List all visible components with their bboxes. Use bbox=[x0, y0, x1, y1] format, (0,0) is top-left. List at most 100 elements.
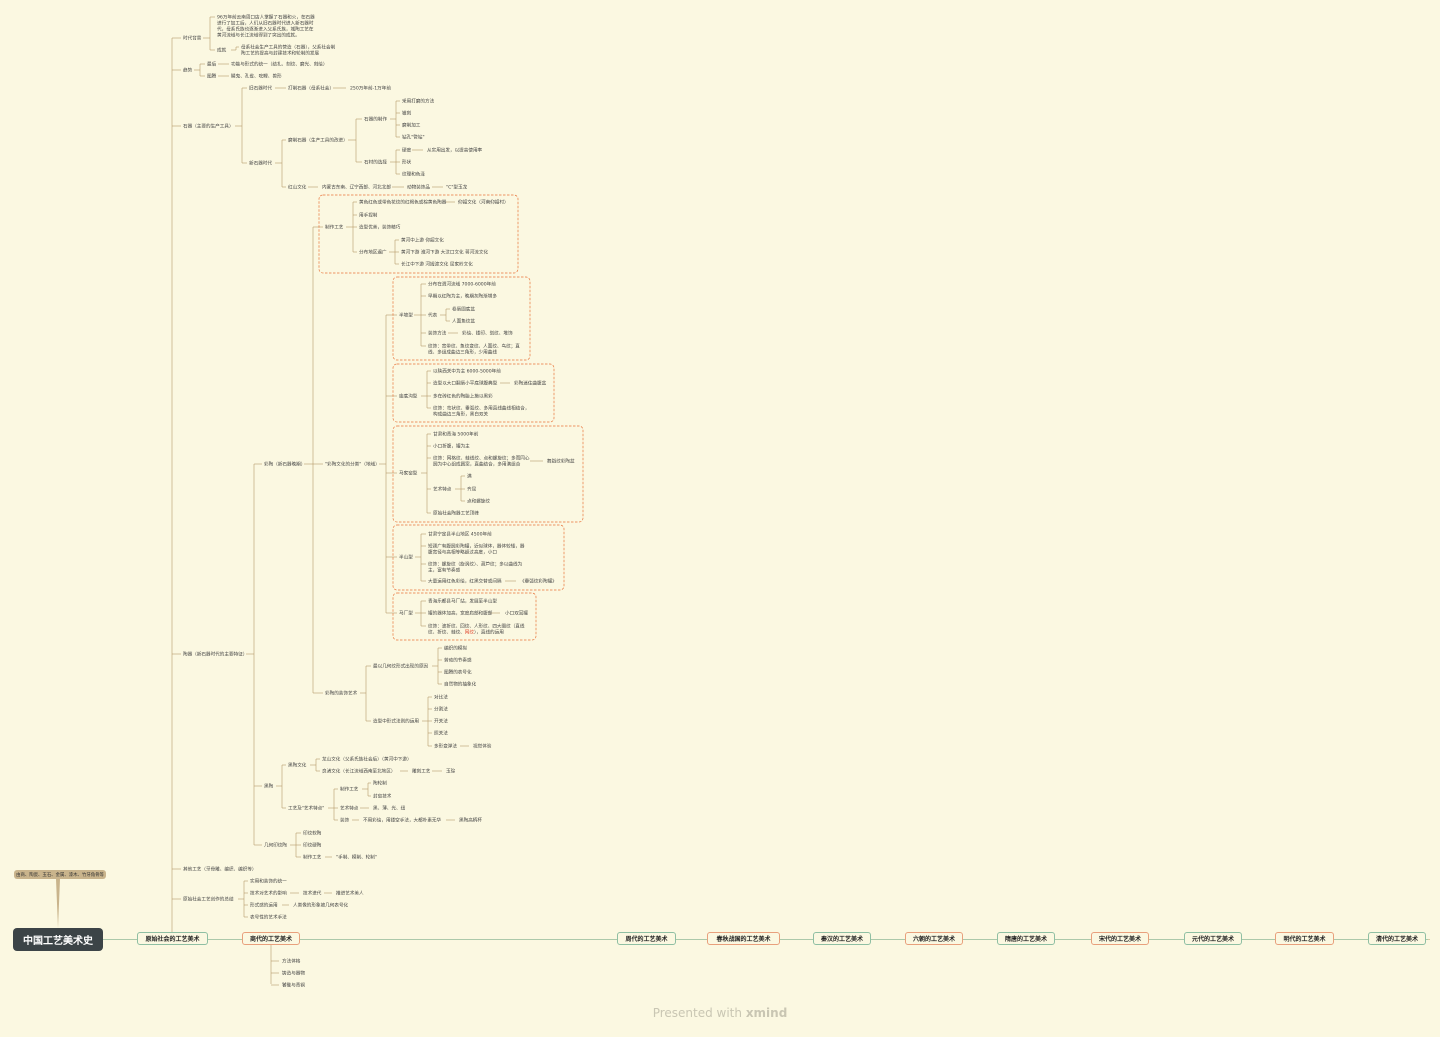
topic-banpo[interactable]: 半坡型 bbox=[399, 312, 413, 319]
era-topic-3[interactable]: 春秋战国的工艺美术 bbox=[707, 932, 780, 945]
topic-mo2[interactable]: 分割法 bbox=[434, 706, 448, 713]
topic-taoqi[interactable]: 陶器（新石器时代的主要特征） bbox=[183, 651, 247, 658]
topic-culture-cls[interactable]: "彩陶文化的分类"（地域） bbox=[325, 461, 380, 468]
topic-stone-sel[interactable]: 石材的选择 bbox=[364, 159, 387, 166]
topic-mo5a[interactable]: 视觉体验 bbox=[473, 743, 492, 750]
topic-mj3a[interactable]: 纹饰：网格纹、蛙线纹、点和螺旋纹；多而同心 bbox=[433, 455, 530, 462]
topic-mj2[interactable]: 小口折腹，罐为主 bbox=[433, 443, 470, 450]
topic-heitao[interactable]: 黑陶 bbox=[264, 783, 274, 790]
topic-mj5[interactable]: 原始社会陶器工艺顶峰 bbox=[433, 510, 479, 517]
topic-mo1[interactable]: 对比法 bbox=[434, 694, 448, 701]
topic-ht-c2b[interactable]: 玉琮 bbox=[446, 768, 456, 775]
topic-make-craft[interactable]: 制作工艺 bbox=[325, 224, 344, 231]
topic-bp4a[interactable]: 彩绘、镂印、划纹、堆饰 bbox=[462, 330, 513, 337]
era-topic-10[interactable]: 清代的工艺美术 bbox=[1368, 932, 1426, 945]
topic-sum3[interactable]: 形式感的运用 bbox=[250, 902, 278, 909]
topic-ht-c1[interactable]: 龙山文化（父系氏族社会后）（黄河中下游） bbox=[322, 756, 412, 763]
topic-achieve-2[interactable]: 陶工艺的提高与封建技术和轮制的发展 bbox=[241, 50, 320, 57]
topic-mj4a[interactable]: 满 bbox=[467, 473, 472, 480]
topic-caitao[interactable]: 彩陶（新石器晚期） bbox=[264, 461, 305, 468]
topic-mc1[interactable]: 黄色红色或带色花纹的红褐色或棕黄色陶器 bbox=[359, 199, 447, 206]
topic-trend-a1[interactable]: 功能与形式的统一（结扎、刻纹、磨光、刻绘） bbox=[231, 61, 327, 68]
topic-timeline-2[interactable]: 进行了加工后，人们从旧石器时代进入新石器时 bbox=[217, 20, 314, 27]
topic-miaodigou[interactable]: 庙底沟型 bbox=[399, 393, 418, 400]
shang-subtopic-2[interactable]: 饕餮与青铜 bbox=[282, 982, 305, 989]
topic-ht-a2[interactable]: 艺术特点 bbox=[340, 805, 359, 812]
topic-mc4b[interactable]: 黄河下游 淮河下游 大汶口文化 蒋河流文化 bbox=[401, 249, 488, 256]
topic-timeline-4[interactable]: 黄河流域与长江流域得到了突出的成就。 bbox=[217, 32, 300, 39]
topic-machang[interactable]: 马厂型 bbox=[399, 610, 413, 617]
era-topic-8[interactable]: 元代的工艺美术 bbox=[1184, 932, 1242, 945]
topic-banshan[interactable]: 半山型 bbox=[399, 554, 413, 561]
era-topic-7[interactable]: 宋代的工艺美术 bbox=[1091, 932, 1149, 945]
topic-ss1a[interactable]: 从实用出发，以提高使用率 bbox=[427, 147, 483, 154]
topic-mj4c[interactable]: 点和螺旋纹 bbox=[467, 498, 490, 505]
topic-bp3a[interactable]: 卷唇圜底盆 bbox=[452, 306, 475, 313]
topic-mc4[interactable]: 分布地区遍广 bbox=[359, 249, 387, 256]
topic-mo3[interactable]: 开关法 bbox=[434, 718, 448, 725]
topic-trend-b[interactable]: 图腾 bbox=[207, 73, 217, 80]
topic-ht-c2a[interactable]: 雕刻工艺 bbox=[412, 768, 431, 775]
topic-decor[interactable]: 彩陶的装饰艺术 bbox=[325, 690, 358, 697]
topic-motif[interactable]: 造型中形式法则的运用 bbox=[373, 718, 419, 725]
topic-sm4[interactable]: 钻孔"管钻" bbox=[402, 134, 425, 141]
topic-ht-a3[interactable]: 装饰 bbox=[340, 817, 350, 824]
topic-mo4[interactable]: 照关法 bbox=[434, 730, 448, 737]
topic-ht-a1a[interactable]: 陶轮制 bbox=[373, 780, 387, 787]
topic-sum2b[interactable]: 推进艺术美人 bbox=[336, 890, 364, 897]
topic-mc-3a[interactable]: 纹饰：波折纹、回纹、人形纹、四大圈纹（直线 bbox=[428, 623, 525, 630]
topic-stone-make[interactable]: 石器的制作 bbox=[364, 116, 387, 123]
topic-sum2[interactable]: 技术对艺术的影响 bbox=[250, 890, 287, 897]
topic-summary[interactable]: 原始社会工艺创作的总结 bbox=[183, 896, 234, 903]
topic-mo5[interactable]: 多形变弹法 bbox=[434, 743, 457, 750]
topic-mc1a[interactable]: 仰韶文化（河南仰韶村） bbox=[458, 199, 509, 206]
topic-neo[interactable]: 新石器时代 bbox=[249, 160, 272, 167]
era-topic-2[interactable]: 周代的工艺美术 bbox=[617, 932, 676, 945]
topic-mc-2[interactable]: 罐的器体加高，宽度肩部和腹部 bbox=[428, 610, 493, 617]
topic-bs3b[interactable]: 主，富有节奏感 bbox=[428, 567, 461, 574]
topic-sec-stone[interactable]: 石器（主要的生产工具） bbox=[183, 123, 234, 130]
topic-timeline-3[interactable]: 代，母系氏族也逐渐进入父系氏族，城陶工艺在 bbox=[217, 26, 314, 33]
topic-sec-trend[interactable]: 趋势 bbox=[183, 67, 193, 74]
topic-bs3a[interactable]: 纹饰：螺旋纹（旋涡纹）、葫芦纹；多以曲线为 bbox=[428, 561, 523, 568]
topic-yw2[interactable]: 印纹硬陶 bbox=[303, 842, 322, 849]
topic-sum4[interactable]: 表号性的艺术手法 bbox=[250, 914, 287, 921]
topic-mc2[interactable]: 用手捏制 bbox=[359, 212, 378, 219]
topic-sec-timeline[interactable]: 时代背景 bbox=[183, 35, 202, 42]
topic-polished[interactable]: 磨制石器（生产工具的改进） bbox=[288, 137, 348, 144]
topic-mc3[interactable]: 造型优美，装饰精巧 bbox=[359, 224, 401, 231]
topic-majiayao[interactable]: 马家窑型 bbox=[399, 470, 418, 477]
topic-bp1[interactable]: 分布在渭河流域 7000-6000年前 bbox=[428, 281, 496, 288]
topic-achieve-1[interactable]: 母系社会生产工具的营造（石器），父系社会制 bbox=[241, 44, 336, 51]
topic-geo4[interactable]: 自然物的抽象化 bbox=[444, 681, 477, 688]
topic-mj3b[interactable]: 圆为中心组成圆案，直曲结合，多用满组合 bbox=[433, 461, 521, 468]
root-note-badge[interactable]: 由商、陶瓷、玉石、金属、漆木、竹牙角骨等 bbox=[14, 870, 106, 879]
topic-mj3c[interactable]: 舞蹈纹彩陶盆 bbox=[547, 458, 575, 465]
topic-geo1[interactable]: 编织的模拟 bbox=[444, 645, 467, 652]
topic-bs2a[interactable]: 短颈广有腹圆彩陶罐，近似球体，器体较矮，器 bbox=[428, 543, 525, 550]
topic-md4b[interactable]: 构成曲边三角形，黑白双关 bbox=[433, 411, 489, 418]
topic-bs2b[interactable]: 腹宽径与高相等略超过高度，小口 bbox=[428, 549, 497, 556]
topic-mj4b[interactable]: 齐屈 bbox=[467, 486, 477, 493]
root-topic[interactable]: 中国工艺美术史 bbox=[13, 928, 103, 951]
topic-sum3a[interactable]: 人类像的形象被几何表号化 bbox=[293, 902, 349, 909]
topic-hs1[interactable]: 内蒙古东南、辽宁西部、河北北部 bbox=[322, 184, 391, 191]
topic-hs3[interactable]: "C"型玉龙 bbox=[446, 184, 468, 191]
topic-ht-cult[interactable]: 黑陶文化 bbox=[288, 762, 307, 769]
topic-ht-c2[interactable]: 良渚文化（长江流域西南至北地区） bbox=[322, 768, 396, 775]
topic-bp5b[interactable]: 线、多组成曲边三角形，少用曲线 bbox=[428, 349, 497, 356]
topic-ht-a3a[interactable]: 不用彩绘，用镂空手法，大都朴素无华 bbox=[363, 817, 442, 824]
topic-ht-art[interactable]: 工艺及"艺术特点" bbox=[288, 805, 324, 812]
topic-ht-a2a[interactable]: 黑、薄、光、纽 bbox=[373, 805, 406, 812]
topic-yw1[interactable]: 印纹软陶 bbox=[303, 830, 322, 837]
era-topic-9[interactable]: 明代的工艺美术 bbox=[1275, 932, 1334, 945]
topic-ss3[interactable]: 纹理和色泽 bbox=[402, 171, 425, 178]
topic-other[interactable]: 其他工艺（牙骨雕、编织、编织等） bbox=[183, 866, 257, 873]
topic-sm1[interactable]: 采用打磨的方法 bbox=[402, 98, 435, 105]
topic-ht-a3b[interactable]: 黑陶高柄杯 bbox=[459, 817, 482, 824]
topic-md2a[interactable]: 彩陶迷住曲腹盆 bbox=[514, 380, 547, 387]
topic-mc4c[interactable]: 长江中下游 河姆渡文化 屈家岭文化 bbox=[401, 261, 473, 268]
topic-mc-1[interactable]: 青海乐都县马厂站，发展至半山型 bbox=[428, 598, 497, 605]
topic-geo2[interactable]: 劳动的节奏感 bbox=[444, 657, 472, 664]
shang-subtopic-1[interactable]: 铸造与器物 bbox=[282, 970, 305, 977]
